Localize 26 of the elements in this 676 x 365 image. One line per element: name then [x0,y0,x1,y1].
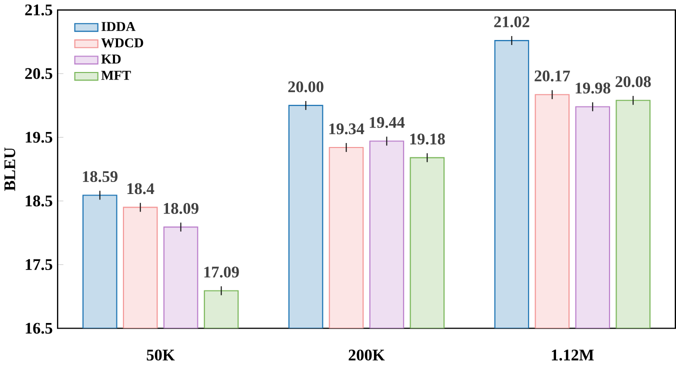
y-tick-label: 17.5 [26,259,52,270]
legend-label: MFT [101,70,131,80]
data-label: 18.59 [82,171,118,182]
data-label: 19.44 [370,117,405,128]
x-tick-label: 50K [146,350,175,361]
y-tick-label: 20.5 [25,68,52,80]
data-label: 19.18 [410,134,445,145]
data-label: 20.08 [616,76,651,88]
data-label: 21.02 [494,16,530,28]
data-label: 19.34 [329,123,364,134]
y-tick-label: 19.5 [26,132,52,143]
data-label: 19.98 [576,82,610,94]
legend-label: IDDA [102,22,136,31]
x-tick-label: 200K [348,350,385,361]
data-label: 20.00 [288,81,324,92]
y-tick-label: 21.5 [25,4,52,16]
legend-label: WDCD [101,38,144,48]
y-tick-label: 16.5 [26,322,52,334]
y-tick-label: 18.5 [26,195,52,206]
legend-label: KD [101,54,121,64]
x-tick-label: 1.12M [552,350,594,361]
data-label: 20.17 [534,70,570,82]
data-label: 18.09 [164,202,198,214]
y-axis-title: BLEU [4,147,16,191]
data-label: 18.4 [127,183,154,194]
data-label: 17.09 [204,266,239,278]
